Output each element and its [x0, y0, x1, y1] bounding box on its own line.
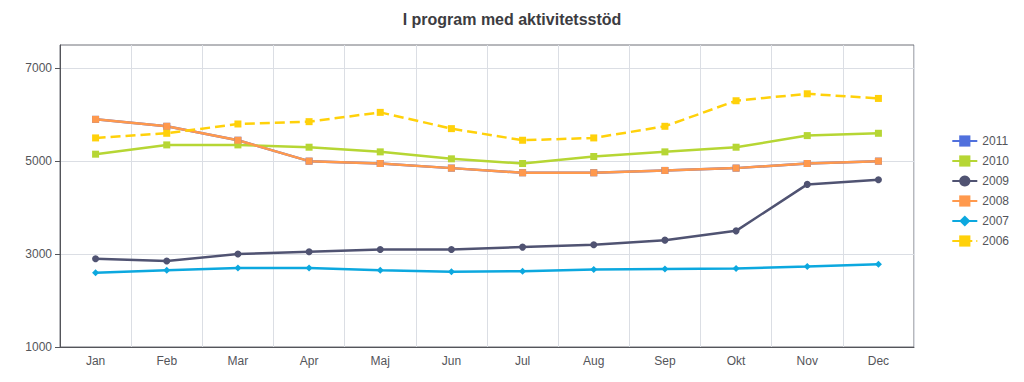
svg-text:2007: 2007 [982, 214, 1009, 228]
svg-text:2010: 2010 [982, 154, 1009, 168]
svg-text:I program med aktivitetsstöd: I program med aktivitetsstöd [403, 11, 622, 28]
svg-text:Nov: Nov [797, 354, 818, 368]
svg-text:1000: 1000 [25, 340, 52, 354]
svg-text:Apr: Apr [300, 354, 319, 368]
svg-text:2006: 2006 [982, 234, 1009, 248]
svg-text:7000: 7000 [25, 61, 52, 75]
svg-text:5000: 5000 [25, 154, 52, 168]
svg-text:Jul: Jul [515, 354, 530, 368]
svg-text:2009: 2009 [982, 174, 1009, 188]
svg-text:Jun: Jun [442, 354, 461, 368]
svg-text:2008: 2008 [982, 194, 1009, 208]
svg-text:2011: 2011 [982, 134, 1008, 148]
svg-text:Okt: Okt [727, 354, 746, 368]
svg-text:Maj: Maj [371, 354, 390, 368]
svg-text:Jan: Jan [86, 354, 105, 368]
svg-text:Feb: Feb [156, 354, 177, 368]
svg-text:3000: 3000 [25, 247, 52, 261]
svg-text:Dec: Dec [868, 354, 889, 368]
svg-text:Mar: Mar [228, 354, 249, 368]
svg-text:Aug: Aug [583, 354, 604, 368]
svg-text:Sep: Sep [654, 354, 676, 368]
